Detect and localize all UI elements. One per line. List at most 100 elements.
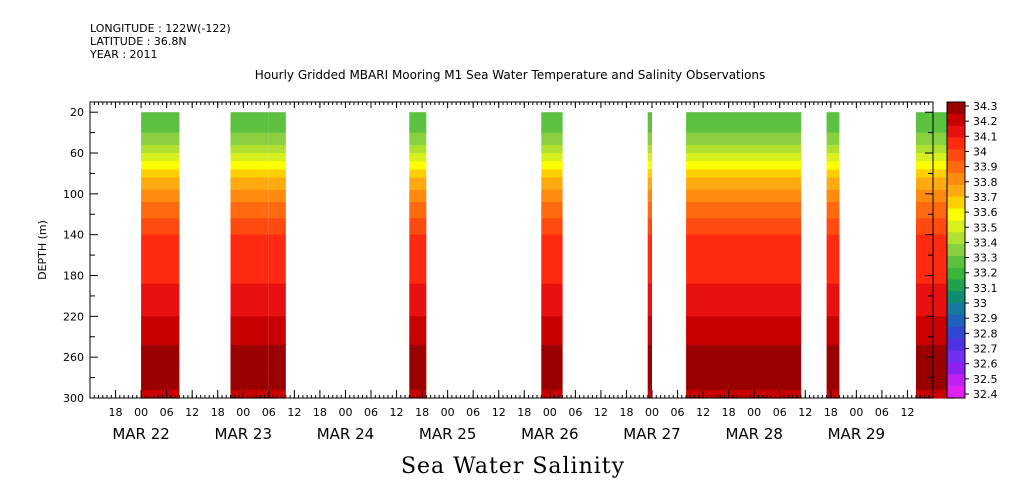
- salinity-cell: [916, 140, 955, 146]
- salinity-cell: [268, 202, 286, 207]
- salinity-cell: [647, 312, 652, 317]
- salinity-cell: [409, 214, 427, 219]
- salinity-cell: [826, 295, 840, 301]
- x-tick-label: 12: [900, 406, 914, 419]
- salinity-cell: [268, 308, 286, 313]
- x-tick-label: 12: [492, 406, 506, 419]
- salinity-cell: [541, 291, 563, 297]
- salinity-cell: [686, 259, 802, 264]
- colorbar-label: 33.7: [973, 191, 998, 204]
- salinity-cell: [686, 336, 802, 342]
- salinity-cell: [916, 238, 955, 244]
- salinity-cell: [409, 132, 427, 138]
- salinity-cell: [409, 283, 427, 289]
- latitude-label: LATITUDE : 36.8N: [90, 35, 187, 48]
- salinity-cell: [230, 320, 269, 326]
- salinity-cell: [647, 340, 652, 346]
- observation-block: [268, 112, 286, 399]
- salinity-cell: [826, 271, 840, 277]
- colorbar-band: [947, 279, 965, 292]
- colorbar-band: [947, 303, 965, 316]
- salinity-cell: [686, 112, 802, 117]
- salinity-cell: [268, 218, 286, 224]
- salinity-cell: [686, 332, 802, 338]
- salinity-cell: [541, 353, 563, 358]
- salinity-cell: [141, 304, 180, 309]
- x-tick-label: 06: [568, 406, 582, 419]
- salinity-cell: [230, 304, 269, 309]
- x-date-label: MAR 25: [419, 425, 476, 443]
- x-tick-label: 12: [185, 406, 199, 419]
- salinity-cell: [141, 149, 180, 154]
- salinity-cell: [230, 324, 269, 330]
- colorbar-band: [947, 386, 965, 399]
- observation-block: [230, 112, 269, 399]
- salinity-cell: [647, 393, 652, 399]
- salinity-cell: [268, 291, 286, 297]
- axis-layer: 20 60 100 140 180 220 260 300 18 00 06 12 18 00 06 12 18…: [63, 102, 934, 443]
- salinity-cell: [268, 320, 286, 326]
- salinity-cell: [230, 120, 269, 126]
- salinity-cell: [409, 255, 427, 260]
- salinity-cell: [647, 226, 652, 232]
- salinity-cell: [230, 226, 269, 232]
- salinity-cell: [826, 181, 840, 187]
- salinity-cell: [916, 291, 955, 297]
- salinity-cell: [686, 361, 802, 366]
- salinity-cell: [686, 365, 802, 370]
- salinity-cell: [826, 349, 840, 354]
- salinity-cell: [268, 149, 286, 154]
- salinity-cell: [686, 214, 802, 219]
- salinity-cell: [268, 336, 286, 342]
- salinity-cell: [916, 263, 955, 268]
- salinity-cell: [541, 124, 563, 130]
- salinity-cell: [268, 328, 286, 334]
- salinity-cell: [686, 340, 802, 346]
- salinity-cell: [916, 275, 955, 281]
- salinity-cell: [647, 385, 652, 391]
- salinity-cell: [916, 312, 955, 317]
- salinity-cell: [409, 124, 427, 130]
- salinity-cell: [686, 202, 802, 207]
- salinity-cell: [141, 275, 180, 281]
- salinity-cell: [686, 304, 802, 309]
- colorbar-band: [947, 208, 965, 221]
- salinity-cell: [826, 246, 840, 252]
- salinity-cell: [230, 255, 269, 260]
- colorbar-band: [947, 255, 965, 269]
- y-tick-label: 220: [63, 310, 84, 323]
- salinity-cell: [916, 300, 955, 305]
- salinity-cell: [916, 365, 955, 370]
- salinity-cell: [826, 218, 840, 224]
- salinity-cell: [686, 287, 802, 293]
- salinity-cell: [916, 381, 955, 387]
- salinity-cell: [647, 112, 652, 117]
- salinity-cell: [541, 255, 563, 260]
- salinity-cell: [268, 381, 286, 387]
- salinity-cell: [686, 279, 802, 285]
- colorbar-label: 32.4: [973, 388, 998, 401]
- salinity-cell: [268, 214, 286, 219]
- salinity-cell: [409, 202, 427, 207]
- salinity-cell: [541, 230, 563, 236]
- salinity-cell: [686, 263, 802, 268]
- x-tick-label: 00: [236, 406, 250, 419]
- salinity-cell: [826, 149, 840, 154]
- x-tick-label: 18: [109, 406, 123, 419]
- colorbar-label: 32.9: [973, 312, 998, 325]
- colorbar-label: 32.5: [973, 373, 998, 386]
- y-tick-label: 60: [70, 147, 84, 160]
- salinity-cell: [230, 197, 269, 203]
- colorbar-label: 33.5: [973, 221, 998, 234]
- salinity-cell: [647, 328, 652, 334]
- salinity-cell: [541, 116, 563, 121]
- salinity-cell: [826, 193, 840, 199]
- salinity-cell: [647, 369, 652, 375]
- salinity-cell: [141, 222, 180, 228]
- salinity-cell: [826, 251, 840, 256]
- salinity-cell: [826, 153, 840, 158]
- salinity-cell: [541, 157, 563, 162]
- salinity-cell: [141, 349, 180, 354]
- salinity-cell: [409, 340, 427, 346]
